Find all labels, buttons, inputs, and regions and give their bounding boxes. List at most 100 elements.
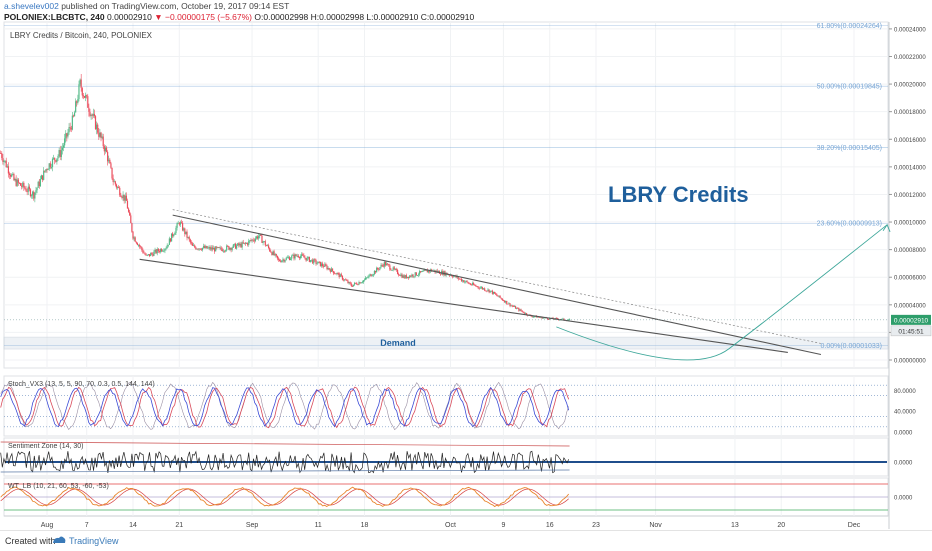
watermark-title: LBRY Credits: [608, 182, 749, 207]
sentiment-tick-label: 0.0000: [894, 461, 913, 467]
candle-body: [165, 248, 167, 250]
candle-body: [273, 251, 275, 256]
candle-body: [262, 241, 264, 243]
fibonacci-levels: 61.80%(0.00024264) 50.00%(0.00019845) 38.2…: [4, 23, 888, 350]
candle-body: [79, 79, 81, 85]
candle-body: [111, 167, 113, 179]
candle-body: [112, 178, 114, 183]
x-tick-label: 9: [501, 522, 505, 529]
candle-body: [542, 317, 544, 319]
candle-body: [482, 288, 485, 290]
last-price-tag: [891, 314, 931, 325]
candle-body: [72, 115, 75, 117]
candle-body: [258, 236, 260, 239]
candle-body: [410, 275, 412, 277]
candle-body: [201, 247, 204, 251]
candle-body: [219, 247, 221, 249]
price-pane: [3, 21, 889, 369]
wt1-line: [0, 486, 570, 508]
candle-body: [36, 187, 38, 191]
candle-body: [312, 259, 314, 264]
candle-body: [348, 282, 350, 284]
candle-body: [93, 113, 96, 117]
candle-body: [513, 306, 516, 307]
candle-body: [405, 275, 408, 279]
candle-body: [152, 253, 154, 256]
candle-body: [259, 234, 261, 237]
candle-body: [400, 274, 402, 276]
candle-body: [297, 255, 299, 258]
candle-body: [390, 269, 392, 271]
candle-body: [151, 253, 153, 254]
candle-body: [193, 245, 195, 247]
candle-body: [310, 259, 313, 261]
candle-body: [324, 264, 326, 267]
candle-body: [250, 240, 252, 242]
candle-body: [353, 282, 356, 285]
candle-body: [373, 270, 376, 275]
candle-body: [467, 281, 469, 284]
candle-body: [388, 264, 390, 266]
candle-body: [303, 255, 305, 258]
candle-body: [424, 269, 426, 271]
y-tick-label: 0.00012000: [894, 193, 926, 199]
candle-body: [481, 287, 484, 290]
fib-label: 38.20%(0.00015405): [817, 145, 882, 152]
chart-area[interactable]: Aug 7 14 21 Sep 11 18 Oct 9 16 23 Nov 13 20 Dec 0.00024…: [0, 0, 932, 530]
candle-body: [420, 271, 422, 273]
candle-body: [114, 181, 116, 185]
x-tick-label: 18: [361, 522, 369, 529]
candle-body: [230, 247, 232, 250]
candle-body: [381, 264, 383, 266]
candle-body: [392, 267, 394, 271]
candle-body: [403, 275, 405, 279]
candle-body: [110, 163, 112, 168]
candle-body: [423, 269, 425, 272]
candle-body: [342, 279, 345, 281]
candle-body: [366, 277, 368, 279]
candle-body: [120, 195, 122, 197]
candle-body: [298, 257, 301, 259]
x-tick-label: 16: [546, 522, 554, 529]
candle-body: [119, 187, 121, 196]
candle-body: [260, 234, 262, 236]
candle-body: [127, 208, 130, 212]
candle-body: [241, 242, 243, 248]
candle-body: [175, 227, 177, 233]
candle-body: [505, 300, 507, 303]
candle-body: [275, 254, 277, 256]
candle-body: [5, 160, 7, 168]
candle-body: [238, 243, 240, 246]
x-tick-label: 21: [175, 522, 183, 529]
candle-body: [539, 317, 541, 318]
candle-body: [517, 307, 519, 309]
publish-info: a.shevelev002 published on TradingView.c…: [4, 1, 289, 11]
candle-body: [463, 280, 465, 283]
candle-body: [316, 263, 318, 265]
candle-body: [147, 254, 150, 255]
candle-body: [83, 96, 86, 98]
candle-body: [131, 223, 133, 232]
candle-body: [563, 318, 565, 320]
candle-body: [38, 181, 40, 187]
candle-body: [368, 275, 370, 278]
candle-body: [221, 249, 223, 252]
candle-body: [71, 115, 73, 130]
author-link[interactable]: a.shevelev002: [4, 1, 59, 11]
candle-body: [456, 276, 458, 278]
candle-body: [402, 275, 404, 278]
candle-body: [415, 272, 417, 276]
candle-body: [188, 237, 190, 240]
candle-body: [561, 318, 563, 320]
tradingview-link[interactable]: TradingView: [69, 536, 119, 546]
candle-body: [329, 269, 331, 272]
candle-body: [265, 245, 267, 247]
candle-body: [162, 250, 164, 252]
candle-body: [412, 274, 414, 277]
candle-body: [484, 288, 486, 291]
candle-body: [503, 300, 506, 303]
candle-body: [16, 179, 18, 186]
candle-body: [18, 182, 21, 184]
candle-body: [518, 308, 520, 311]
ohlc-values: O:0.00002998 H:0.00002998 L:0.00002910 C…: [254, 12, 475, 22]
